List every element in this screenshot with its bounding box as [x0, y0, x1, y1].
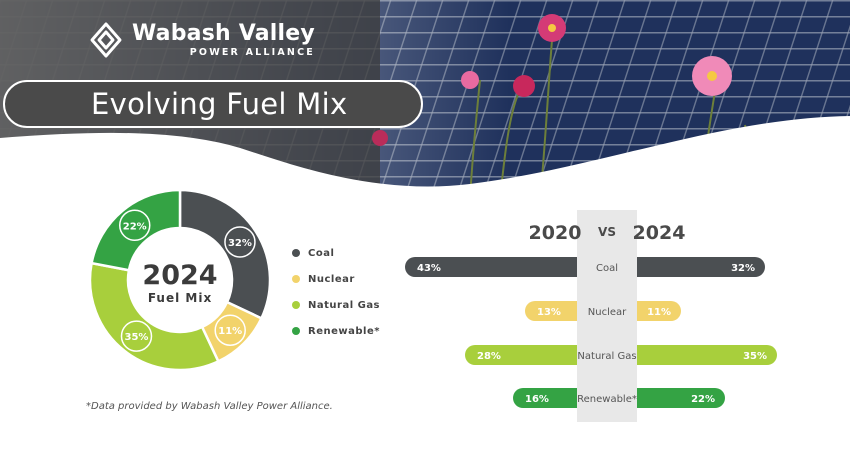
legend-label: Natural Gas — [308, 299, 381, 311]
logo: Wabash Valley POWER ALLIANCE — [86, 20, 315, 60]
legend-dot-icon — [292, 327, 300, 335]
comparison-bars: 43% 32% Coal 13% 11% Nuclear 28% 35% Natural Gas… — [405, 251, 777, 414]
legend-dot-icon — [292, 249, 300, 257]
category-label-nuclear: Nuclear — [588, 307, 627, 318]
donut-label-badge — [224, 226, 256, 258]
bar-label-2024-nuclear: 11% — [647, 307, 671, 318]
legend-item-renewable: Renewable* — [292, 318, 380, 344]
donut-center-title: 2024 — [142, 260, 217, 291]
donut-slice-coal — [178, 188, 272, 320]
bar-label-2020-natural-gas: 28% — [477, 351, 501, 362]
category-label-renewable: Renewable* — [577, 394, 637, 405]
donut-label-renewable: 22% — [123, 221, 147, 232]
legend-label: Renewable* — [308, 325, 380, 337]
category-cell — [577, 251, 637, 283]
bar-2020-coal — [405, 257, 587, 277]
donut-center-subtitle: Fuel Mix — [148, 291, 212, 305]
bar-2024-coal — [627, 257, 765, 277]
legend-label: Nuclear — [308, 273, 355, 285]
legend-item-natural-gas: Natural Gas — [292, 292, 380, 318]
bar-label-2020-nuclear: 13% — [537, 307, 561, 318]
vs-label: VS — [598, 225, 616, 239]
bar-2024-renewable — [627, 388, 725, 408]
donut-label-nuclear: 11% — [218, 326, 242, 337]
donut-label-badge — [120, 320, 153, 352]
logo-mark-icon — [90, 22, 122, 58]
bar-2020-renewable — [513, 388, 587, 408]
bar-2024-nuclear — [627, 301, 681, 321]
legend-item-nuclear: Nuclear — [292, 266, 380, 292]
donut-label-natural-gas: 35% — [125, 332, 149, 343]
year-left-label: 2020 — [529, 222, 582, 244]
donut-slice-natural-gas — [88, 261, 220, 372]
bar-label-2024-renewable: 22% — [691, 394, 715, 405]
bar-label-2024-natural-gas: 35% — [743, 351, 767, 362]
bar-2024-natural-gas — [627, 345, 777, 365]
legend-label: Coal — [308, 247, 335, 259]
category-cell — [577, 382, 637, 414]
bar-label-2020-renewable: 16% — [525, 394, 549, 405]
year-right-label: 2024 — [633, 222, 686, 244]
bar-2020-nuclear — [525, 301, 587, 321]
category-label-natural-gas: Natural Gas — [577, 351, 636, 362]
category-cell — [577, 295, 637, 327]
bar-2020-natural-gas — [465, 345, 587, 365]
title-banner: Evolving Fuel Mix — [3, 80, 423, 128]
donut-chart: 32% 11% 35% 22% 2024 Fuel Mix — [88, 188, 272, 372]
category-cell — [577, 339, 637, 371]
comparison-chart: 2020 VS 2024 43% 32% Coal 13% 11% Nuclear 28% 3… — [405, 210, 777, 422]
donut-labels: 32% 11% 35% 22% — [118, 209, 256, 352]
bar-label-2020-coal: 43% — [417, 263, 441, 274]
legend-dot-icon — [292, 301, 300, 309]
legend-item-coal: Coal — [292, 240, 380, 266]
category-label-coal: Coal — [596, 263, 618, 274]
footnote: *Data provided by Wabash Valley Power Al… — [86, 401, 333, 412]
page-title: Evolving Fuel Mix — [91, 87, 348, 121]
legend-dot-icon — [292, 275, 300, 283]
donut-label-badge — [214, 314, 246, 346]
org-subtitle: POWER ALLIANCE — [189, 47, 315, 58]
bar-label-2024-coal: 32% — [731, 263, 755, 274]
donut-label-badge — [118, 209, 151, 242]
donut-label-coal: 32% — [228, 238, 252, 249]
legend: Coal Nuclear Natural Gas Renewable* — [292, 240, 380, 344]
org-name: Wabash Valley — [132, 21, 315, 46]
donut-slices — [88, 188, 272, 372]
